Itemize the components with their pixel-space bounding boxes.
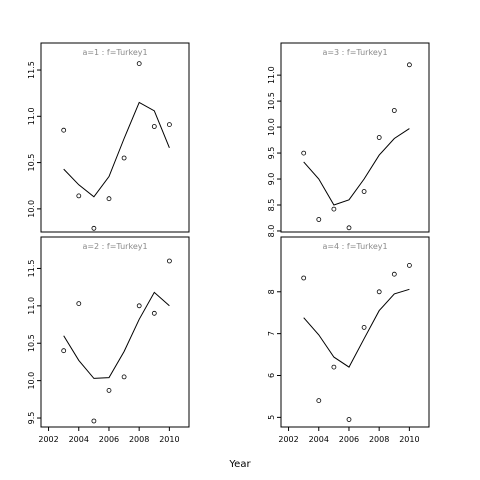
panel-1: a=1 : f=Turkey1 10.0 10.5 11.0 11.5: [27, 42, 190, 233]
panel-3: a=2 : f=Turkey1 9.5 10.0 10.5 11.0 11.5 2002 20…: [27, 236, 190, 444]
x-tick-label: 2010: [399, 435, 419, 444]
y-tick-label: 10.5: [27, 334, 36, 352]
data-point: [151, 124, 157, 129]
x-tick-label: 2008: [129, 435, 149, 444]
data-point: [361, 324, 367, 330]
data-point: [376, 289, 382, 295]
data-point: [136, 61, 142, 66]
x-tick-label: 2002: [38, 435, 58, 444]
strip-label: a=4 : f=Turkey1: [322, 242, 387, 251]
y-tick-label: 11.0: [27, 297, 36, 315]
y-tick-label: 10.5: [27, 154, 36, 172]
data-point: [331, 206, 337, 212]
panel-2: a=3 : f=Turkey1 8.0 8.5 9.0 9.5 10.0 10.5 11.0: [267, 42, 430, 238]
data-point: [121, 374, 127, 380]
data-point: [151, 310, 157, 316]
x-tick-label: 2002: [278, 435, 298, 444]
data-point: [76, 301, 82, 307]
panel-frame: [40, 42, 190, 233]
y-tick-label: 8: [267, 289, 276, 294]
y-tick-label: 8.5: [267, 199, 276, 212]
data-point: [406, 262, 412, 268]
data-point: [166, 122, 172, 127]
y-tick-label: 9.5: [267, 147, 276, 160]
x-tick-label: 2006: [99, 435, 119, 444]
data-point: [61, 127, 67, 133]
y-tick-label: 10.5: [267, 92, 276, 110]
data-point: [376, 135, 382, 140]
data-point: [106, 387, 112, 393]
panel-4: a=4 : f=Turkey1 5 6 7 8 2002 2004 2006 2008 2010: [267, 236, 430, 444]
data-point: [331, 364, 337, 370]
x-tick-label: 2004: [309, 435, 329, 444]
fitted-line: [63, 291, 170, 379]
fitted-line: [63, 101, 170, 198]
y-tick-label: 7: [267, 331, 276, 336]
y-tick-label: 11.5: [27, 260, 36, 278]
strip-label: a=2 : f=Turkey1: [82, 242, 147, 251]
y-tick-label: 9.0: [267, 173, 276, 186]
data-point: [316, 217, 322, 222]
data-point: [166, 258, 172, 264]
panel-frame: [280, 42, 430, 233]
x-tick-label: 2008: [369, 435, 389, 444]
y-tick-label: 5: [267, 415, 276, 420]
x-tick-label: 2006: [339, 435, 359, 444]
data-point: [91, 225, 97, 231]
data-point: [406, 62, 412, 68]
y-tick-label: 9.5: [27, 412, 36, 425]
fitted-line: [303, 128, 410, 206]
x-tick-label: 2010: [159, 435, 179, 444]
data-point: [121, 155, 127, 161]
strip-label: a=3 : f=Turkey1: [322, 48, 387, 57]
x-tick-label: 2004: [69, 435, 89, 444]
panel-frame: [280, 236, 430, 428]
data-point: [346, 225, 352, 231]
y-tick-label: 10.0: [267, 118, 276, 136]
x-axis-label: Year: [228, 459, 251, 470]
y-tick-label: 10.0: [27, 200, 36, 218]
data-point: [61, 348, 67, 354]
y-tick-label: 11.0: [27, 107, 36, 125]
data-point: [106, 196, 112, 202]
strip-label: a=1 : f=Turkey1: [82, 48, 147, 57]
data-point: [301, 150, 307, 156]
data-point: [76, 193, 82, 199]
panel-frame: [40, 236, 190, 428]
data-point: [316, 398, 322, 404]
y-tick-label: 8.0: [267, 225, 276, 238]
data-point: [136, 303, 142, 309]
data-point: [346, 417, 352, 422]
y-tick-label: 11.5: [27, 61, 36, 79]
y-tick-label: 6: [267, 373, 276, 378]
data-point: [91, 418, 97, 424]
data-point: [361, 189, 367, 194]
y-tick-label: 11.0: [267, 66, 276, 84]
fitted-line: [303, 288, 410, 368]
data-point: [301, 275, 307, 281]
data-point: [391, 108, 397, 113]
data-point: [391, 271, 397, 277]
y-tick-label: 10.0: [27, 372, 36, 390]
